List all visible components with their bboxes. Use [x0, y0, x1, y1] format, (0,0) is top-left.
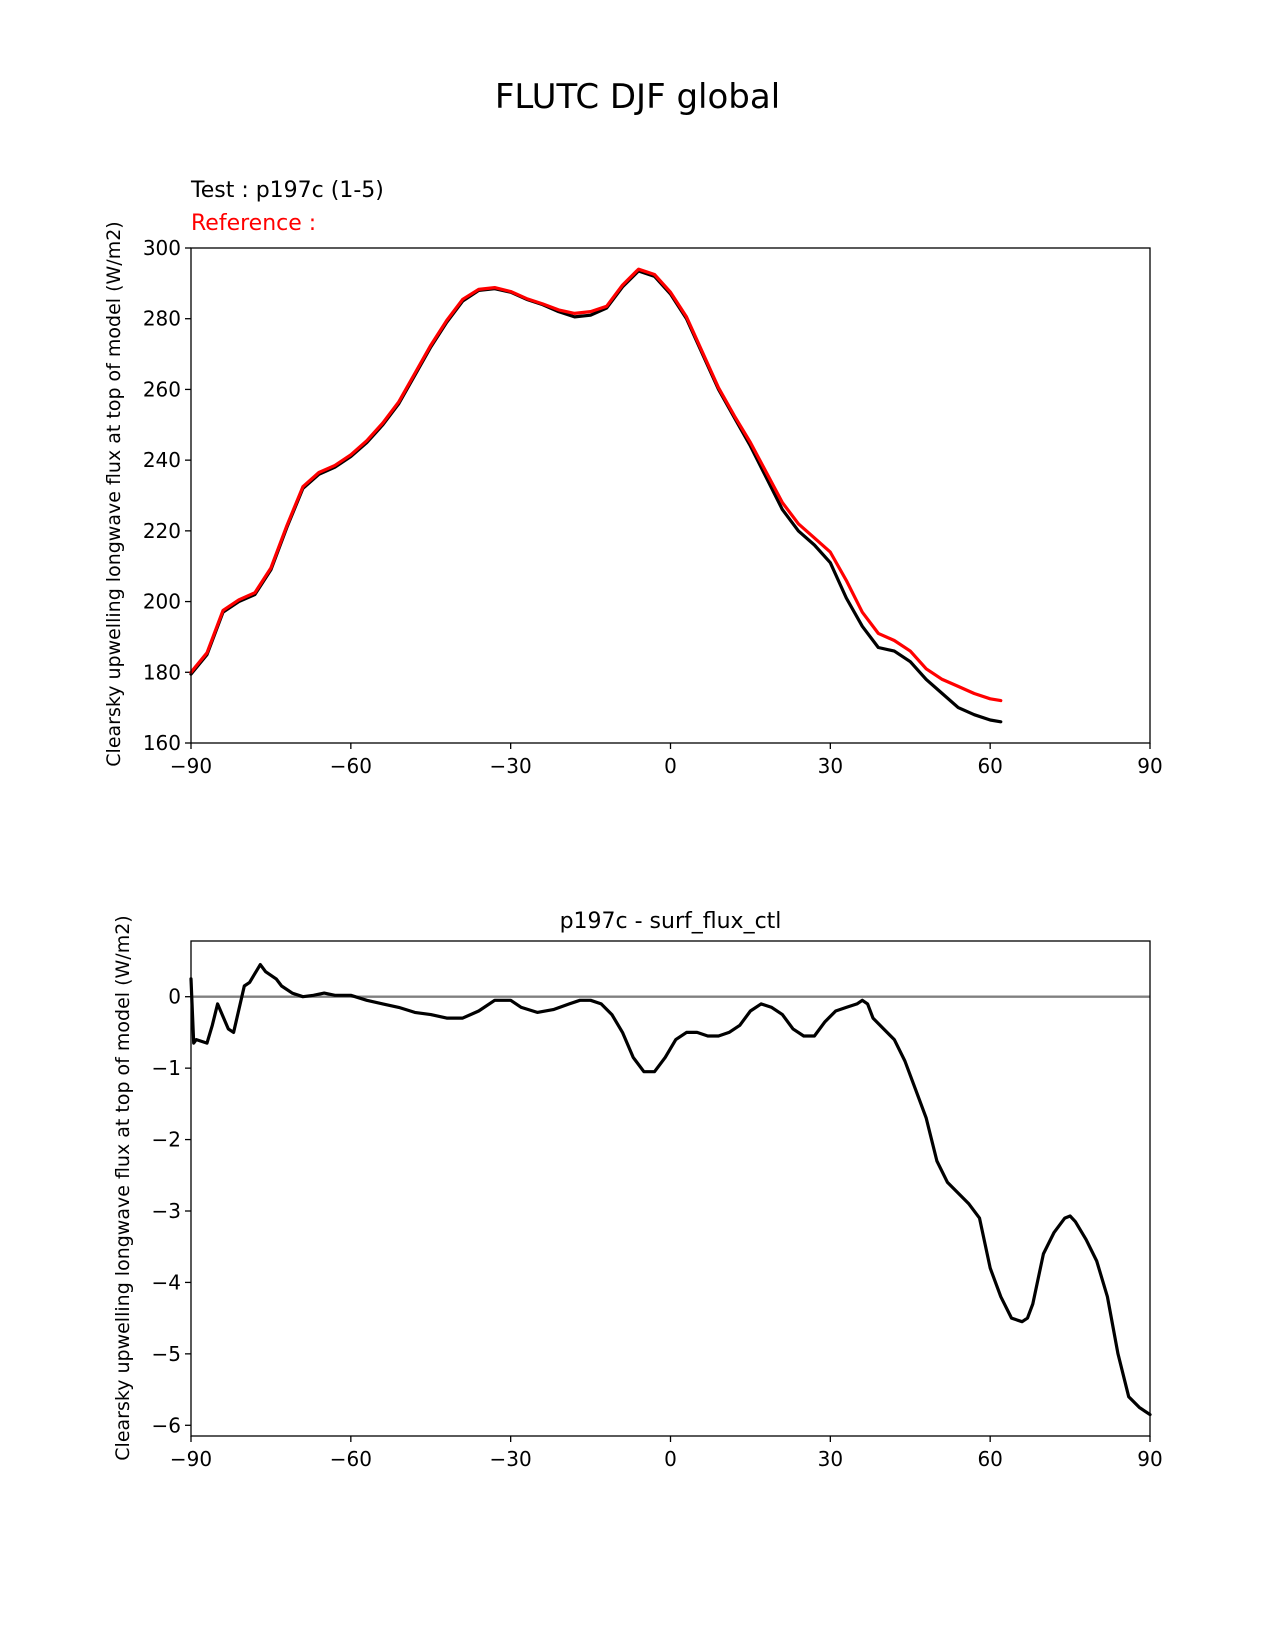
top-series-line-1: [189, 269, 1003, 724]
top-ytick-label: 260: [143, 377, 181, 401]
bottom-ytick-label: −3: [152, 1199, 181, 1223]
top-xtick-label: −90: [170, 754, 212, 778]
bottom-xtick-label: 60: [977, 1447, 1002, 1471]
top-ylabel: Clearsky upwelling longwave flux at top …: [103, 221, 125, 766]
top-xtick-label: 60: [977, 754, 1002, 778]
top-series-lines: [189, 267, 1003, 724]
top-ytick-label: 180: [143, 660, 181, 684]
figure-title: FLUTC DJF global: [495, 77, 780, 117]
bottom-title: p197c - surf_flux_ctl: [560, 909, 782, 934]
top-plot-frame: [190, 247, 1151, 744]
top-panel: Test : p197c (1-5) Reference : Clearsky …: [103, 178, 1163, 778]
top-ytick-label: 200: [143, 590, 181, 614]
bottom-xtick-label: 90: [1137, 1447, 1162, 1471]
bottom-xtick-label: 30: [818, 1447, 843, 1471]
top-xtick-label: 0: [664, 754, 677, 778]
top-xtick-label: 30: [818, 754, 843, 778]
top-ytick-label: 220: [143, 519, 181, 543]
bottom-panel: p197c - surf_flux_ctl Clearsky upwelling…: [112, 909, 1163, 1471]
top-ytick-label: 160: [143, 731, 181, 755]
top-ytick-label: 300: [143, 236, 181, 260]
bottom-ytick-label: −4: [152, 1270, 181, 1294]
bottom-xtick-label: 0: [664, 1447, 677, 1471]
bottom-ylabel: Clearsky upwelling longwave flux at top …: [112, 915, 134, 1460]
top-xtick-label: 90: [1137, 754, 1162, 778]
bottom-ytick-label: −1: [152, 1056, 181, 1080]
bottom-ytick-label: 0: [168, 985, 181, 1009]
bottom-plot-frame: [190, 940, 1151, 1437]
bottom-ytick-label: −2: [152, 1128, 181, 1152]
top-xtick-label: −60: [330, 754, 372, 778]
bottom-ticks: −90 −60 −30 0 30 60 90 −6 −5 −4 −3 −2 −1 0: [152, 985, 1163, 1471]
test-label: Test : p197c (1-5): [190, 178, 384, 203]
top-xtick-label: −30: [490, 754, 532, 778]
top-ytick-label: 240: [143, 448, 181, 472]
bottom-ytick-label: −6: [152, 1413, 181, 1437]
bottom-series-lines: [189, 962, 1152, 1417]
bottom-ytick-label: −5: [152, 1342, 181, 1366]
reference-label: Reference :: [191, 211, 316, 236]
bottom-series-line-1: [189, 962, 1152, 1417]
top-ticks: −90 −60 −30 0 30 60 90 160 180 200 220 240 260 280 300: [143, 236, 1163, 778]
bottom-xtick-label: −30: [490, 1447, 532, 1471]
top-ytick-label: 280: [143, 307, 181, 331]
top-series-line-2: [189, 267, 1003, 703]
bottom-xtick-label: −60: [330, 1447, 372, 1471]
bottom-xtick-label: −90: [170, 1447, 212, 1471]
